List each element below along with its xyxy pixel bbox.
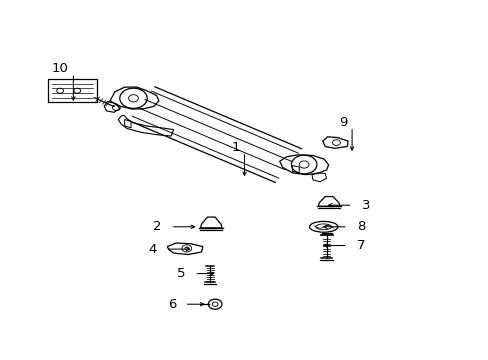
Text: 6: 6 [167,298,176,311]
Text: 2: 2 [153,220,161,233]
Text: 10: 10 [51,62,68,75]
Text: 5: 5 [177,267,185,280]
Text: 1: 1 [231,141,239,154]
Text: 7: 7 [356,239,365,252]
Text: 8: 8 [356,220,365,233]
Text: 9: 9 [338,116,346,129]
Text: 3: 3 [361,199,369,212]
Text: 4: 4 [148,243,156,256]
